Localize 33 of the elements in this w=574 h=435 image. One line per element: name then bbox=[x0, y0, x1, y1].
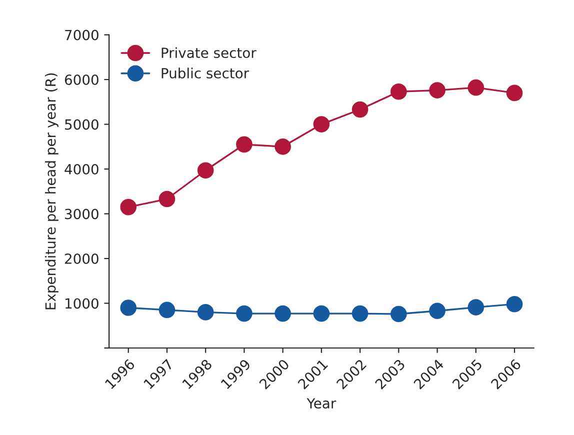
y-tick-label: 4000 bbox=[64, 164, 98, 175]
point bbox=[313, 116, 330, 132]
point bbox=[274, 305, 291, 322]
point bbox=[236, 305, 252, 322]
point bbox=[120, 198, 137, 216]
point bbox=[390, 306, 407, 322]
point bbox=[313, 305, 330, 322]
legend-label: Public sector bbox=[162, 68, 250, 78]
point bbox=[506, 84, 523, 102]
point bbox=[158, 190, 176, 208]
point bbox=[429, 302, 446, 320]
point bbox=[352, 305, 368, 322]
point bbox=[352, 101, 368, 118]
point bbox=[274, 138, 291, 155]
y-tick-label: 6000 bbox=[64, 74, 98, 86]
y-tick-label: 5000 bbox=[65, 119, 98, 130]
point bbox=[120, 300, 137, 316]
y-tick-label: 7000 bbox=[65, 30, 98, 40]
point bbox=[158, 302, 176, 318]
point bbox=[236, 136, 252, 153]
point bbox=[197, 162, 214, 179]
y-tick-label: 2000 bbox=[65, 253, 98, 264]
y-axis-title: Expenditure per head per year (R) bbox=[44, 73, 58, 310]
legend-label: Private sector bbox=[162, 47, 256, 58]
x-axis-title: Year bbox=[306, 398, 336, 409]
y-tick-label: 3000 bbox=[65, 208, 98, 220]
point bbox=[390, 83, 407, 100]
point bbox=[429, 82, 446, 98]
y-tick-label: 1000 bbox=[66, 298, 98, 309]
point bbox=[468, 79, 484, 96]
point bbox=[506, 296, 523, 312]
point bbox=[197, 304, 214, 320]
point bbox=[468, 299, 484, 316]
